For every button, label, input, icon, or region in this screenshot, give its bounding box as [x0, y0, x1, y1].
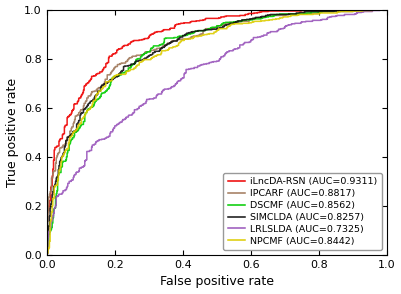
X-axis label: False positive rate: False positive rate	[160, 275, 273, 288]
Legend: iLncDA-RSN (AUC=0.9311), IPCARF (AUC=0.8817), DSCMF (AUC=0.8562), SIMCLDA (AUC=0: iLncDA-RSN (AUC=0.9311), IPCARF (AUC=0.8…	[223, 173, 382, 250]
Y-axis label: True positive rate: True positive rate	[6, 78, 18, 187]
